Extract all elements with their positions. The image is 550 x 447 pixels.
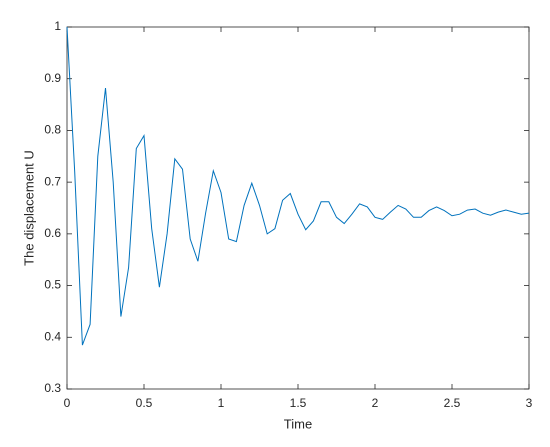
y-tick-label: 0.9: [44, 71, 61, 85]
x-tick-label: 0: [64, 396, 71, 410]
y-tick-label: 0.5: [44, 278, 61, 292]
x-axis-label: Time: [284, 416, 312, 431]
y-tick-label: 0.6: [44, 226, 61, 240]
x-tick-label: 3: [526, 396, 533, 410]
data-line: [66, 26, 530, 346]
plot-area: [66, 26, 530, 390]
y-tick-label: 0.3: [44, 381, 61, 395]
x-tick-label: 1.5: [290, 396, 307, 410]
y-tick-label: 1: [54, 19, 61, 33]
x-tick-label: 0.5: [136, 396, 153, 410]
y-tick-label: 0.7: [44, 174, 61, 188]
x-tick-label: 2.5: [444, 396, 461, 410]
y-axis-label: The displacement U: [21, 150, 36, 266]
y-tick-label: 0.8: [44, 123, 61, 137]
x-tick-label: 1: [218, 396, 225, 410]
x-tick-label: 2: [372, 396, 379, 410]
y-tick-label: 0.4: [44, 329, 61, 343]
